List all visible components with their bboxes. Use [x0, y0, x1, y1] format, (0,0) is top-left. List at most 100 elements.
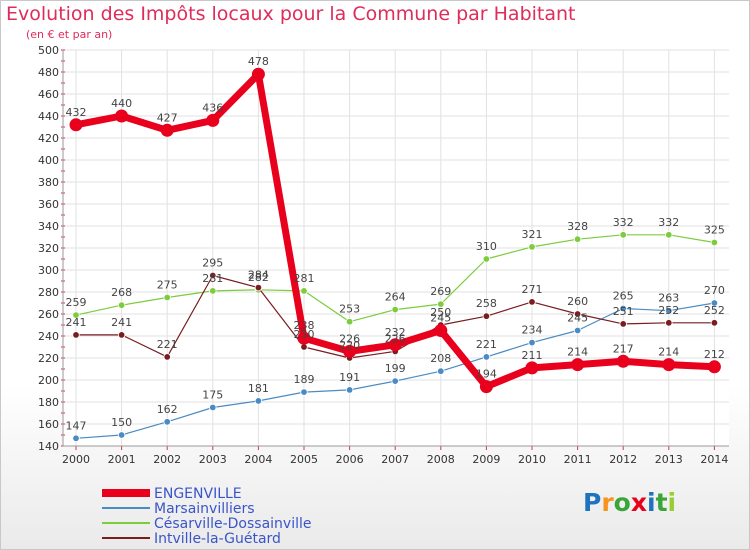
data-label: 281: [294, 272, 315, 285]
x-tick-label: 2009: [472, 453, 500, 466]
data-point: [251, 67, 265, 81]
data-label: 253: [339, 303, 360, 316]
data-point: [528, 338, 536, 347]
data-point: [345, 318, 354, 326]
data-label: 234: [522, 324, 543, 337]
x-tick-label: 2004: [244, 453, 272, 466]
data-point: [117, 331, 126, 339]
legend-label: Césarville-Dossainville: [154, 516, 311, 532]
data-point: [710, 319, 719, 327]
x-tick-label: 2002: [153, 453, 181, 466]
data-point: [115, 109, 129, 123]
data-label: 241: [66, 316, 87, 329]
y-tick-label: 200: [38, 374, 59, 387]
data-point: [619, 304, 627, 313]
data-label: 478: [248, 55, 269, 68]
legend-label: Marsainvilliers: [154, 501, 255, 517]
data-label: 221: [157, 338, 178, 351]
y-tick-label: 400: [38, 154, 59, 167]
data-label: 252: [704, 304, 725, 317]
data-point: [69, 118, 83, 132]
data-point: [710, 299, 719, 307]
data-point: [117, 431, 126, 439]
data-point: [573, 235, 582, 243]
data-label: 181: [248, 382, 269, 395]
data-label: 211: [522, 349, 543, 362]
data-point: [388, 338, 402, 352]
data-label: 332: [613, 216, 634, 229]
data-label: 282: [248, 271, 269, 284]
data-label: 275: [157, 279, 178, 292]
data-label: 217: [613, 342, 634, 355]
data-point: [72, 331, 80, 339]
y-tick-label: 380: [38, 176, 59, 189]
data-point: [209, 403, 217, 412]
y-tick-label: 180: [38, 396, 59, 409]
data-point: [343, 344, 357, 358]
data-label: 269: [430, 285, 451, 298]
y-tick-label: 340: [38, 220, 59, 233]
logo-letter: i: [647, 488, 656, 517]
data-label: 310: [476, 240, 497, 253]
data-label: 271: [522, 283, 543, 296]
y-tick-label: 240: [38, 330, 59, 343]
data-label: 252: [658, 304, 679, 317]
data-point: [482, 353, 491, 361]
data-label: 332: [658, 216, 679, 229]
logo-letter: r: [601, 488, 614, 517]
x-tick-label: 2006: [336, 453, 364, 466]
data-label: 214: [567, 346, 588, 359]
data-label: 427: [157, 111, 178, 124]
data-point: [482, 255, 491, 263]
logo-letter: o: [613, 488, 631, 517]
data-label: 194: [476, 368, 497, 381]
data-label: 238: [294, 319, 315, 332]
data-label: 265: [613, 290, 634, 303]
data-label: 321: [522, 228, 543, 241]
chart-title: Evolution des Impôts locaux pour la Comm…: [6, 3, 576, 25]
data-label: 230: [294, 328, 315, 341]
data-label: 325: [704, 224, 725, 237]
y-tick-label: 460: [38, 88, 59, 101]
data-label: 436: [202, 101, 223, 114]
data-point: [665, 231, 673, 239]
data-point: [707, 360, 721, 374]
y-tick-label: 280: [38, 286, 59, 299]
data-point: [206, 113, 220, 127]
data-point: [163, 353, 171, 361]
data-label: 245: [567, 312, 588, 325]
data-label: 147: [66, 419, 87, 432]
data-label: 220: [339, 339, 360, 352]
x-tick-label: 2003: [199, 453, 227, 466]
data-label: 162: [157, 403, 178, 416]
data-label: 199: [385, 362, 406, 375]
data-point: [72, 434, 80, 442]
data-label: 191: [339, 371, 360, 384]
data-label: 295: [202, 257, 223, 270]
x-tick-label: 2008: [427, 453, 455, 466]
data-point: [254, 397, 263, 405]
data-point: [482, 312, 491, 320]
y-tick-label: 360: [38, 198, 59, 211]
data-point: [616, 354, 630, 368]
logo-letter: i: [667, 488, 677, 517]
data-point: [437, 300, 445, 308]
data-label: 214: [658, 346, 679, 359]
data-point: [391, 377, 399, 385]
proxiti-logo: Proxiti: [583, 488, 676, 517]
y-tick-label: 320: [38, 242, 59, 255]
legend-label: ENGENVILLE: [154, 486, 242, 502]
logo-letter: x: [630, 488, 647, 517]
data-point: [117, 301, 126, 309]
data-point: [209, 287, 217, 295]
logo-letter: t: [655, 488, 668, 517]
data-point: [209, 271, 217, 280]
data-point: [163, 293, 171, 302]
data-point: [437, 367, 445, 375]
data-label: 226: [385, 332, 406, 345]
data-label: 258: [476, 297, 497, 310]
x-tick-label: 2013: [655, 453, 683, 466]
data-label: 250: [430, 306, 451, 319]
data-label: 259: [66, 296, 87, 309]
x-tick-label: 2005: [290, 453, 318, 466]
